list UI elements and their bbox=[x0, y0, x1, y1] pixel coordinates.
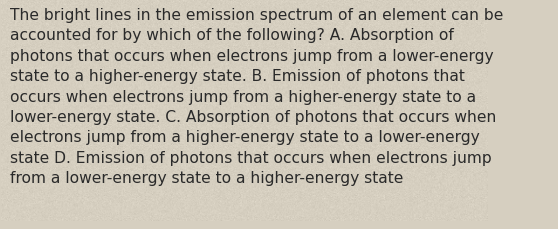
Text: The bright lines in the emission spectrum of an element can be
accounted for by : The bright lines in the emission spectru… bbox=[10, 8, 503, 185]
